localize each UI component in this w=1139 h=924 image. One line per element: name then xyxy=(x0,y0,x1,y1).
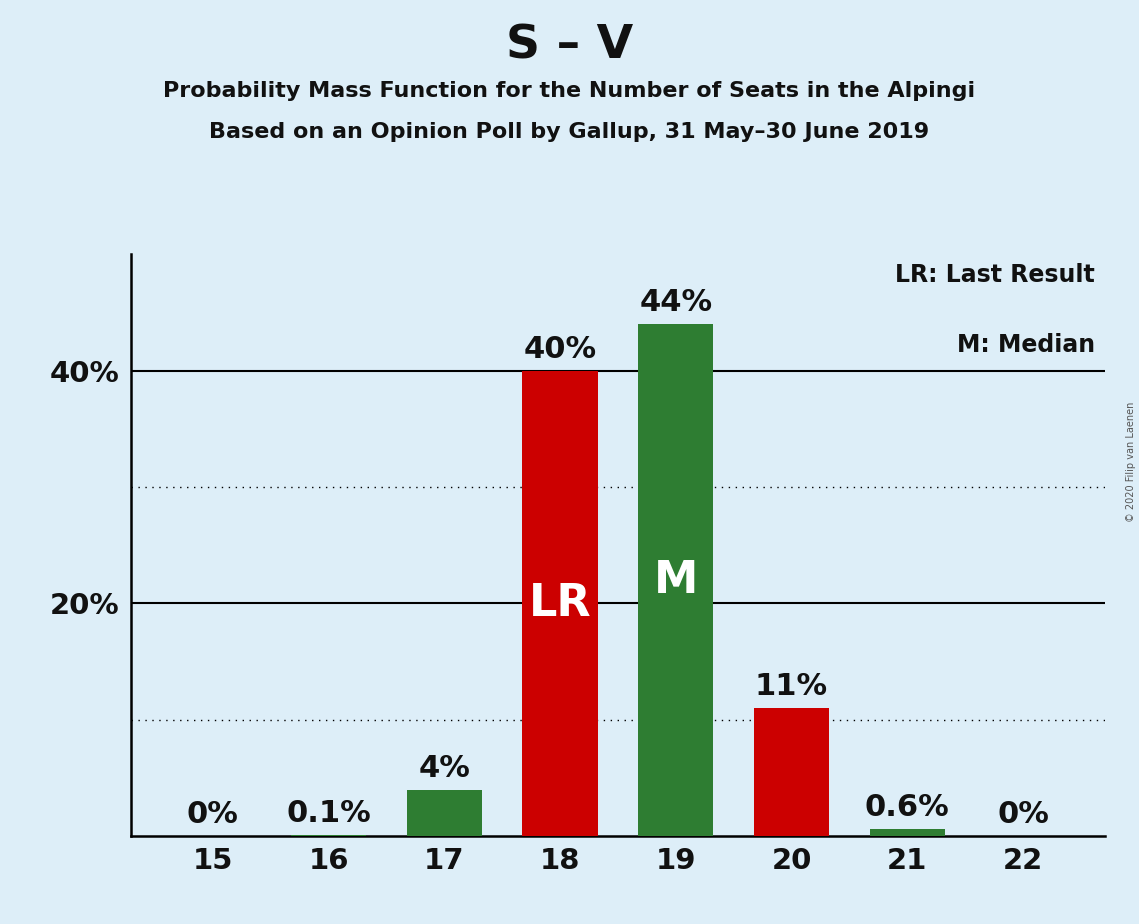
Text: 11%: 11% xyxy=(755,672,828,701)
Text: 40%: 40% xyxy=(524,334,597,363)
Bar xyxy=(407,790,482,836)
Text: 0.1%: 0.1% xyxy=(286,799,371,828)
Text: M: M xyxy=(654,559,698,602)
Text: LR: LR xyxy=(528,582,591,625)
Text: © 2020 Filip van Laenen: © 2020 Filip van Laenen xyxy=(1125,402,1136,522)
Text: 0%: 0% xyxy=(997,800,1049,829)
Bar xyxy=(638,324,713,836)
Text: 4%: 4% xyxy=(418,754,470,783)
Text: LR: Last Result: LR: Last Result xyxy=(895,262,1095,286)
Bar xyxy=(523,371,598,836)
Text: M: Median: M: Median xyxy=(957,333,1095,357)
Text: Probability Mass Function for the Number of Seats in the Alpingi: Probability Mass Function for the Number… xyxy=(163,81,976,102)
Bar xyxy=(754,708,829,836)
Text: Based on an Opinion Poll by Gallup, 31 May–30 June 2019: Based on an Opinion Poll by Gallup, 31 M… xyxy=(210,122,929,142)
Text: 0.6%: 0.6% xyxy=(865,793,950,822)
Text: 44%: 44% xyxy=(639,288,712,317)
Bar xyxy=(869,829,945,836)
Bar xyxy=(290,835,367,836)
Text: 0%: 0% xyxy=(187,800,239,829)
Text: S – V: S – V xyxy=(506,23,633,68)
